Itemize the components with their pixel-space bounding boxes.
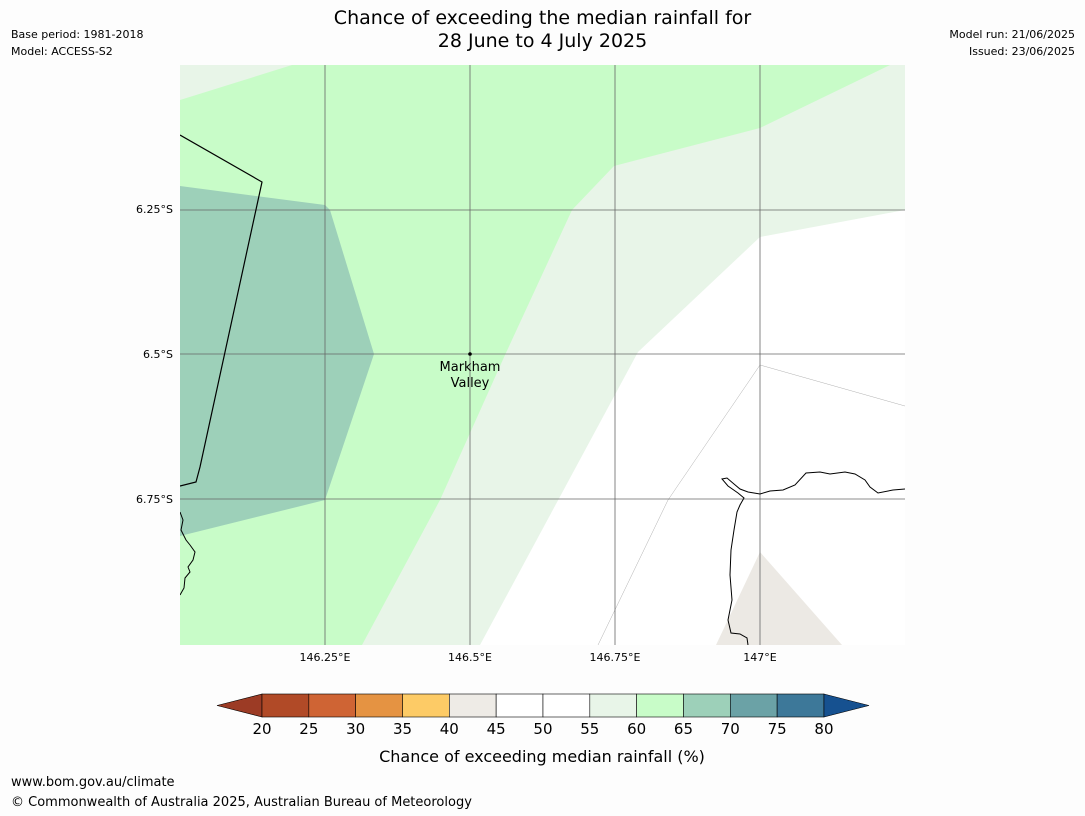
place-label-line1: Markham bbox=[440, 360, 501, 375]
colorbar-label: Chance of exceeding median rainfall (%) bbox=[379, 747, 705, 766]
region-65-70 bbox=[180, 186, 374, 536]
place-label-line2: Valley bbox=[451, 376, 490, 391]
colorbar-segment bbox=[449, 693, 497, 718]
colorbar-segment bbox=[776, 693, 825, 718]
gridlines bbox=[180, 65, 905, 645]
region-40-45 bbox=[716, 552, 842, 645]
colorbar bbox=[216, 693, 870, 718]
model-name: Model: ACCESS-S2 bbox=[11, 45, 113, 58]
colorbar-tick-label: 40 bbox=[440, 720, 459, 738]
lat-label: 6.25°S bbox=[136, 203, 173, 216]
contour-line bbox=[759, 364, 905, 407]
lat-label: 6.75°S bbox=[136, 493, 173, 506]
lat-label: 6.5°S bbox=[143, 348, 173, 361]
issued-date: Issued: 23/06/2025 bbox=[968, 45, 1075, 58]
colorbar-segment bbox=[683, 693, 731, 718]
colorbar-segment bbox=[729, 693, 778, 718]
place-marker-icon bbox=[468, 352, 472, 356]
coastline-east bbox=[721, 471, 905, 645]
colorbar-segment bbox=[308, 693, 356, 718]
colorbar-tick-label: 75 bbox=[768, 720, 787, 738]
colorbar-tick-label: 60 bbox=[627, 720, 646, 738]
map-panel bbox=[180, 65, 905, 645]
colorbar-extend-low bbox=[216, 693, 263, 718]
lon-label: 146.75°E bbox=[590, 651, 641, 664]
colorbar-ticks: 20 25 30 35 40 45 50 55 60 65 70 75 80 bbox=[252, 720, 833, 738]
lon-label: 146.5°E bbox=[448, 651, 492, 664]
footer-url: www.bom.gov.au/climate bbox=[11, 775, 175, 790]
title-line-2: 28 June to 4 July 2025 bbox=[437, 30, 648, 52]
colorbar-segment bbox=[355, 693, 403, 718]
colorbar-tick-label: 80 bbox=[814, 720, 833, 738]
map-title: Chance of exceeding the median rainfall … bbox=[0, 7, 1085, 53]
colorbar-segment bbox=[542, 693, 591, 718]
model-run: Model run: 21/06/2025 bbox=[949, 28, 1075, 41]
coastline-west bbox=[180, 511, 196, 596]
colorbar-tick-label: 55 bbox=[580, 720, 599, 738]
colorbar-tick-label: 70 bbox=[721, 720, 740, 738]
colorbar-segment bbox=[261, 693, 310, 718]
region-50-55 bbox=[480, 210, 905, 645]
footer-copyright: © Commonwealth of Australia 2025, Austra… bbox=[11, 795, 472, 810]
colorbar-segment bbox=[589, 693, 637, 718]
border-line bbox=[180, 134, 263, 487]
colorbar-segment bbox=[495, 693, 544, 718]
colorbar-segment bbox=[402, 693, 450, 718]
lon-label: 147°E bbox=[743, 651, 776, 664]
colorbar-tick-label: 20 bbox=[252, 720, 271, 738]
colorbar-tick-label: 50 bbox=[533, 720, 552, 738]
title-line-1: Chance of exceeding the median rainfall … bbox=[333, 7, 752, 29]
meta-left: Base period: 1981-2018 Model: ACCESS-S2 bbox=[11, 26, 143, 60]
colorbar-tick-label: 25 bbox=[299, 720, 318, 738]
meta-right: Model run: 21/06/2025 Issued: 23/06/2025 bbox=[949, 26, 1075, 60]
colorbar-tick-label: 35 bbox=[393, 720, 412, 738]
colorbar-tick-label: 30 bbox=[346, 720, 365, 738]
colorbar-extend-high bbox=[823, 693, 870, 718]
lon-label: 146.25°E bbox=[300, 651, 351, 664]
colorbar-tick-label: 45 bbox=[487, 720, 506, 738]
base-period: Base period: 1981-2018 bbox=[11, 28, 144, 41]
colorbar-tick-label: 65 bbox=[674, 720, 693, 738]
contour-line bbox=[597, 364, 761, 645]
colorbar-segment bbox=[636, 693, 684, 718]
